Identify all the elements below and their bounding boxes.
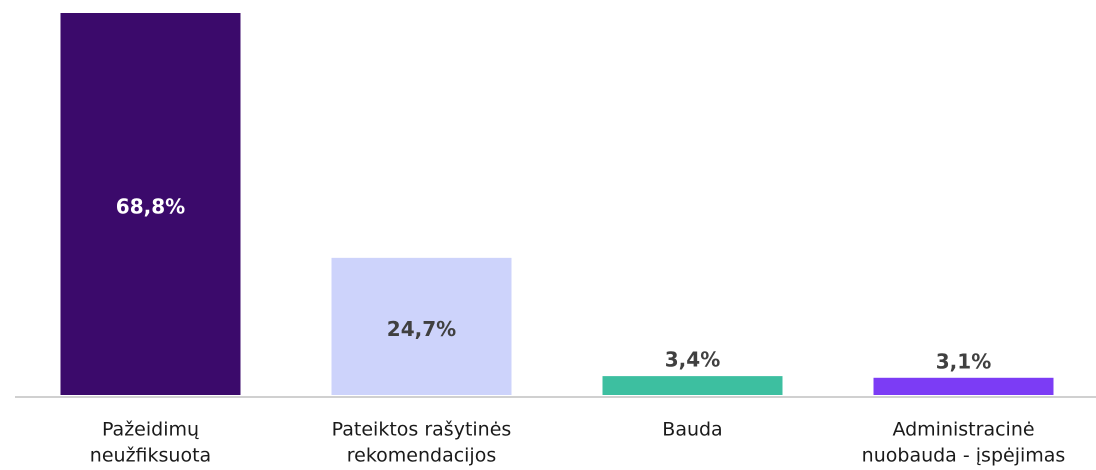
- x-tick-label: Pateiktos rašytinės: [332, 419, 512, 441]
- value-label: 24,7%: [387, 317, 456, 341]
- bar: [331, 257, 512, 395]
- x-tick-label: rekomendacijos: [347, 445, 497, 467]
- value-label: 3,4%: [665, 348, 720, 372]
- x-tick-label: neužfiksuota: [90, 445, 211, 467]
- value-label: 68,8%: [116, 195, 185, 219]
- x-tick-label: Bauda: [662, 419, 722, 441]
- bar: [873, 377, 1054, 395]
- x-tick-label: Pažeidimų: [102, 419, 199, 441]
- bar: [602, 376, 783, 395]
- x-tick-label: nuobauda - įspėjimas: [862, 445, 1066, 467]
- x-tick-label: Administracinė: [892, 419, 1034, 441]
- bar: [60, 13, 241, 395]
- value-label: 3,1%: [936, 349, 991, 373]
